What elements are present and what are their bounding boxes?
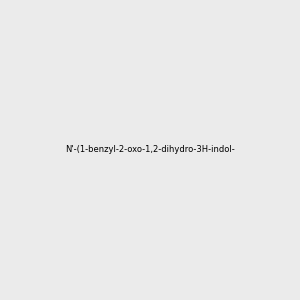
Text: N'-(1-benzyl-2-oxo-1,2-dihydro-3H-indol-: N'-(1-benzyl-2-oxo-1,2-dihydro-3H-indol- (65, 146, 235, 154)
